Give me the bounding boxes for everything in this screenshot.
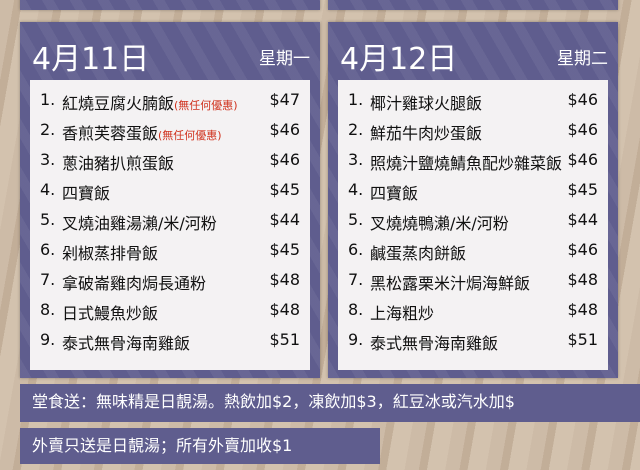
- menu-item: 8. 日式鰻魚炒飯 $48: [30, 296, 310, 326]
- item-number: 9.: [348, 330, 364, 349]
- weekday: 星期二: [557, 49, 608, 69]
- date: 4月11日: [32, 42, 150, 77]
- menu-item: 4. 四寶飯 $45: [30, 176, 310, 206]
- item-name: 鹹蛋蒸肉餅飯: [370, 244, 467, 263]
- item-number: 6.: [348, 240, 364, 259]
- item-price: $48: [567, 270, 598, 289]
- panel-edge: [20, 0, 320, 10]
- item-price: $48: [269, 300, 300, 319]
- menu-item: 1. 紅燒豆腐火腩飯(無任何優惠) $47: [30, 86, 310, 116]
- menu-item: 8. 上海粗炒 $48: [338, 296, 608, 326]
- menu-item: 3. 蔥油豬扒煎蛋飯 $46: [30, 146, 310, 176]
- menu-item: 5. 叉燒燒鴨瀨/米/河粉 $44: [338, 206, 608, 236]
- menu-item: 6. 剁椒蒸排骨飯 $45: [30, 236, 310, 266]
- item-name: 照燒汁鹽燒鯖魚配炒雜菜飯: [370, 154, 563, 173]
- item-price: $45: [269, 240, 300, 259]
- item-number: 3.: [40, 150, 56, 169]
- item-price: $51: [567, 330, 598, 349]
- dine-in-note: 堂食送：無味精是日靚湯。熱飲加$2，凍飲加$3，紅豆冰或汽水加$: [20, 384, 640, 422]
- menu-box: 1. 椰汁雞球火腿飯 $46 2. 鮮茄牛肉炒蛋飯 $46 3. 照燒汁鹽燒鯖魚配炒雜菜飯 $4…: [338, 80, 608, 370]
- item-number: 9.: [40, 330, 56, 349]
- menu-item: 3. 照燒汁鹽燒鯖魚配炒雜菜飯 $46: [338, 146, 608, 176]
- item-name: 黑松露栗米汁焗海鮮飯: [370, 274, 531, 293]
- menu-item: 9. 泰式無骨海南雞飯 $51: [338, 326, 608, 356]
- item-price: $46: [567, 120, 598, 139]
- panel-edge: [328, 0, 618, 10]
- item-name: 四寶飯: [370, 184, 419, 203]
- item-number: 7.: [348, 270, 364, 289]
- item-number: 8.: [40, 300, 56, 319]
- item-price: $44: [269, 210, 300, 229]
- menu-item: 2. 香煎芙蓉蛋飯(無任何優惠) $46: [30, 116, 310, 146]
- takeaway-note: 外賣只送是日靚湯；所有外賣加收$1: [20, 428, 380, 464]
- item-number: 2.: [40, 120, 56, 139]
- item-price: $46: [567, 240, 598, 259]
- item-number: 4.: [348, 180, 364, 199]
- item-price: $44: [567, 210, 598, 229]
- menu-item: 7. 拿破崙雞肉焗長通粉 $48: [30, 266, 310, 296]
- item-number: 5.: [40, 210, 56, 229]
- item-number: 3.: [348, 150, 364, 169]
- item-name: 泰式無骨海南雞飯: [370, 334, 499, 353]
- item-price: $46: [567, 90, 598, 109]
- item-price: $46: [269, 150, 300, 169]
- item-name: 鮮茄牛肉炒蛋飯: [370, 124, 483, 143]
- weekday: 星期一: [259, 49, 310, 69]
- item-price: $47: [269, 90, 300, 109]
- menu-item: 1. 椰汁雞球火腿飯 $46: [338, 86, 608, 116]
- item-number: 4.: [40, 180, 56, 199]
- item-price: $45: [567, 180, 598, 199]
- item-note: (無任何優惠): [158, 129, 222, 142]
- day-panel: 4月11日 星期一 1. 紅燒豆腐火腩飯(無任何優惠) $47 2. 香煎芙蓉蛋飯(無任何優…: [20, 22, 320, 378]
- item-price: $51: [269, 330, 300, 349]
- menu-item: 4. 四寶飯 $45: [338, 176, 608, 206]
- menu-item: 5. 叉燒油雞湯瀨/米/河粉 $44: [30, 206, 310, 236]
- item-price: $46: [567, 150, 598, 169]
- date: 4月12日: [340, 42, 458, 77]
- item-price: $46: [269, 120, 300, 139]
- item-number: 1.: [40, 90, 56, 109]
- item-name: 香煎芙蓉蛋飯(無任何優惠): [62, 124, 222, 143]
- item-name: 日式鰻魚炒飯: [62, 304, 159, 323]
- item-price: $48: [567, 300, 598, 319]
- item-number: 6.: [40, 240, 56, 259]
- item-name: 叉燒油雞湯瀨/米/河粉: [62, 214, 217, 233]
- menu-item: 2. 鮮茄牛肉炒蛋飯 $46: [338, 116, 608, 146]
- day-panel: 4月12日 星期二 1. 椰汁雞球火腿飯 $46 2. 鮮茄牛肉炒蛋飯 $46 3. 照燒汁鹽燒鯖…: [328, 22, 618, 378]
- item-number: 7.: [40, 270, 56, 289]
- item-number: 5.: [348, 210, 364, 229]
- item-number: 8.: [348, 300, 364, 319]
- item-number: 1.: [348, 90, 364, 109]
- item-name: 剁椒蒸排骨飯: [62, 244, 159, 263]
- item-note: (無任何優惠): [174, 99, 238, 112]
- item-name: 拿破崙雞肉焗長通粉: [62, 274, 207, 293]
- item-price: $48: [269, 270, 300, 289]
- menu-box: 1. 紅燒豆腐火腩飯(無任何優惠) $47 2. 香煎芙蓉蛋飯(無任何優惠) $46 3. 蔥…: [30, 80, 310, 370]
- menu-item: 6. 鹹蛋蒸肉餅飯 $46: [338, 236, 608, 266]
- item-name: 椰汁雞球火腿飯: [370, 94, 483, 113]
- item-price: $45: [269, 180, 300, 199]
- item-number: 2.: [348, 120, 364, 139]
- item-name: 四寶飯: [62, 184, 111, 203]
- menu-item: 7. 黑松露栗米汁焗海鮮飯 $48: [338, 266, 608, 296]
- item-name: 蔥油豬扒煎蛋飯: [62, 154, 175, 173]
- menu-item: 9. 泰式無骨海南雞飯 $51: [30, 326, 310, 356]
- item-name: 泰式無骨海南雞飯: [62, 334, 191, 353]
- item-name: 叉燒燒鴨瀨/米/河粉: [370, 214, 509, 233]
- item-name: 上海粗炒: [370, 304, 435, 323]
- item-name: 紅燒豆腐火腩飯(無任何優惠): [62, 94, 238, 113]
